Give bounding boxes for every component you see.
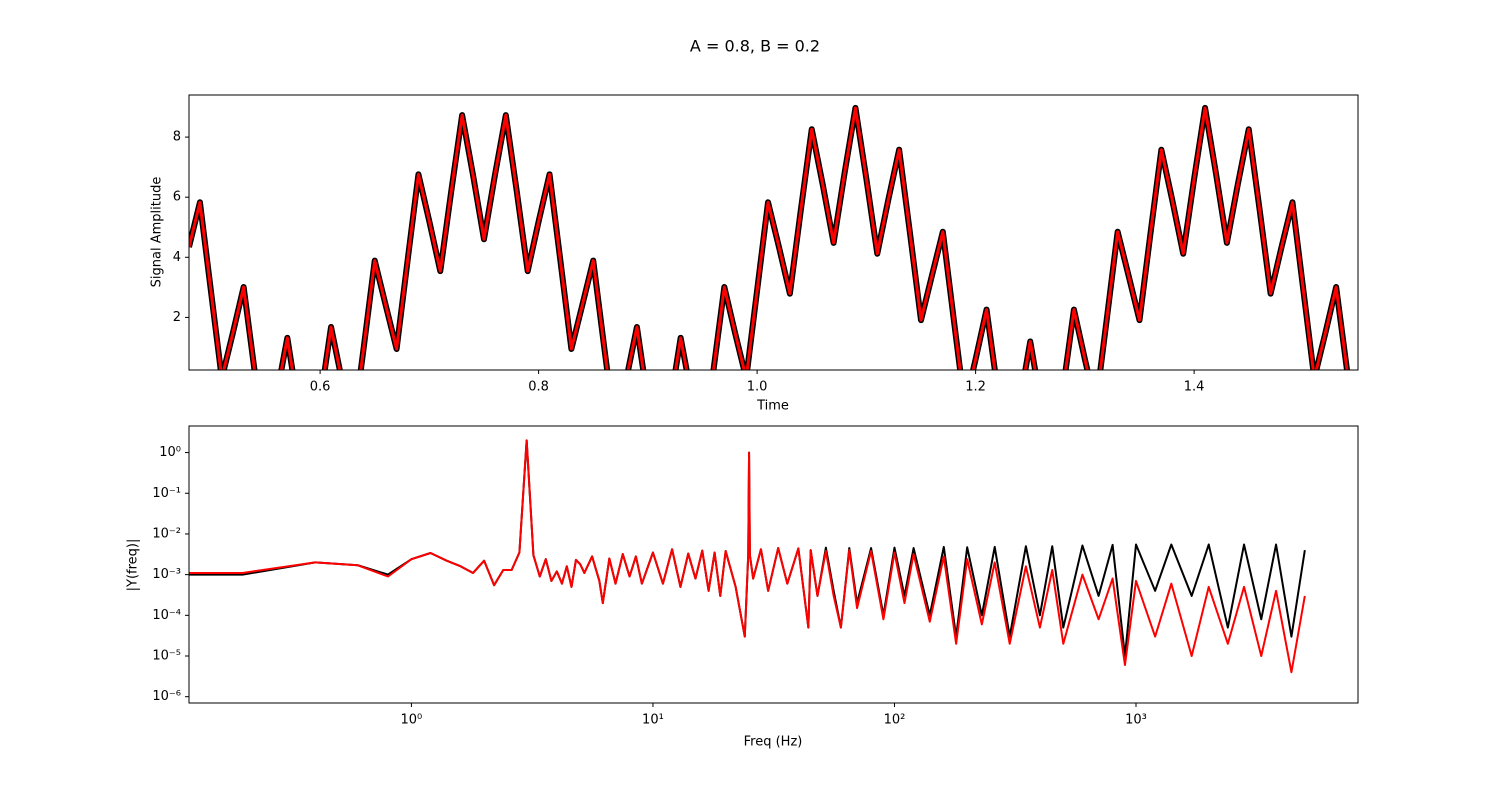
x-tick-label: 0.8: [528, 380, 549, 395]
x-tick-label: 1.0: [747, 380, 768, 395]
y-tick-label: 10⁻¹: [152, 486, 181, 501]
axes-frame: [188, 425, 1359, 704]
axes-frame: [188, 94, 1359, 371]
y-tick-label: 8: [173, 130, 181, 145]
y-tick-label: 4: [173, 250, 181, 265]
y-tick-label: 2: [173, 310, 181, 325]
y-tick-label: 6: [173, 190, 181, 205]
x-axis-label: Freq (Hz): [744, 735, 803, 750]
y-axis-label: |Y(freq)|: [126, 539, 141, 592]
plot-area: [189, 104, 1351, 370]
x-tick-label: 10³: [1125, 713, 1147, 728]
series-line: [189, 106, 1349, 370]
y-tick-label: 10⁻⁶: [152, 689, 181, 704]
y-tick-label: 10⁻³: [152, 567, 181, 582]
x-tick-label: 1.4: [1184, 380, 1205, 395]
plot-area: [189, 439, 1306, 674]
y-tick-label: 10⁻⁵: [152, 649, 181, 664]
x-tick-label: 0.6: [310, 380, 331, 395]
x-tick-label: 1.2: [965, 380, 986, 395]
x-tick-label: 10¹: [642, 713, 664, 728]
series-line: [189, 439, 1306, 674]
y-tick-label: 10⁻²: [152, 526, 181, 541]
x-tick-label: 10⁰: [401, 713, 423, 728]
y-tick-label: 10⁻⁴: [152, 608, 181, 623]
x-axis-label: Time: [756, 399, 789, 414]
y-tick-label: 10⁰: [159, 445, 181, 460]
y-axis-label: Signal Amplitude: [150, 177, 165, 288]
figure-title: A = 0.8, B = 0.2: [690, 37, 820, 56]
x-tick-label: 10²: [884, 713, 906, 728]
